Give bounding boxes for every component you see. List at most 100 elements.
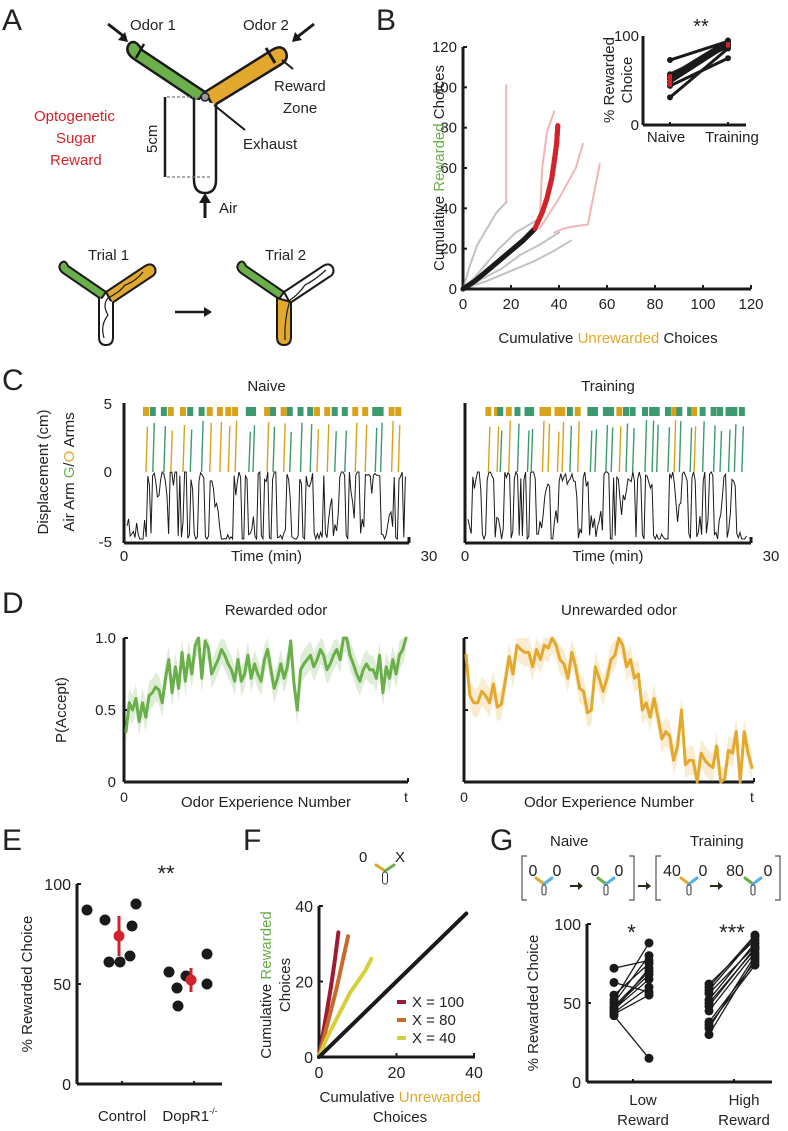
y-tick-label: 40 (295, 899, 313, 916)
f-x-axis-label-part: Unrewarded (399, 1089, 481, 1106)
y-tick-label: 80 (440, 120, 457, 137)
event-marker (395, 407, 402, 416)
pair-point (644, 951, 654, 961)
series-naive-mean-top (460, 226, 538, 292)
arm-excursion (200, 420, 204, 473)
event-marker (591, 407, 598, 416)
maze-value: 0 (699, 863, 708, 880)
arm-excursion (390, 421, 394, 473)
b-y-axis-label-part: Rewarded (431, 123, 448, 191)
arm-excursion (272, 426, 276, 473)
chart-title: Naive (247, 378, 285, 395)
significance-label: ** (693, 16, 709, 38)
trial-arrow-head (204, 307, 212, 317)
x-tick-label: 100 (690, 296, 715, 313)
arm-excursion (625, 423, 629, 473)
data-point (103, 956, 115, 968)
y-axis-label: Displacement (cm) (35, 409, 52, 534)
trial1-gold-arm (104, 263, 157, 305)
chart-c-naive: Naive Time (min) 0 30 5 0 -5 Displacement (cm) A… (35, 378, 437, 565)
pair-point (725, 55, 731, 62)
panel-label-b: B (376, 4, 396, 37)
arm-excursion (541, 420, 545, 473)
f-maze-icon (374, 863, 396, 885)
data-point (163, 966, 175, 978)
x-category-label: Naive (647, 129, 685, 146)
x-tick-label: 40 (551, 296, 568, 313)
panel-label-c: C (2, 364, 24, 397)
pair-point (704, 1030, 714, 1040)
mean-point (113, 930, 125, 942)
pair-line (708, 942, 756, 1001)
y-axis-sublabel-part: Arms (61, 412, 78, 450)
data-point (201, 948, 213, 960)
air-label: Air (219, 200, 237, 217)
arm-excursion (499, 430, 503, 473)
event-marker (725, 407, 732, 416)
arrowhead-icon (646, 882, 651, 890)
f-y-axis-label-part: Rewarded (258, 911, 275, 979)
bracket (775, 855, 781, 901)
pair-line (613, 986, 650, 1014)
event-marker (574, 407, 581, 416)
pair-point (644, 963, 654, 973)
chart-e: 0 50 100 ** Control DopR1-/- % Rewarded Choice (19, 861, 222, 1125)
x-tick-label: 80 (647, 296, 664, 313)
y-tick-label: 60 (440, 160, 457, 177)
pair-line (708, 947, 756, 1007)
trial1-fly-path (102, 271, 144, 339)
event-marker (671, 407, 678, 416)
event-marker (554, 407, 561, 416)
event-marker (250, 407, 257, 416)
f-icon-gold-arm (374, 863, 387, 873)
trial1-label: Trial 1 (88, 247, 129, 264)
pair-point (667, 94, 673, 101)
b-x-axis-label-part: Cumulative (498, 330, 577, 347)
pair-line (708, 958, 756, 1035)
b-x-axis-label-part: Unrewarded (578, 330, 660, 347)
arm-excursion (689, 427, 693, 473)
event-marker (587, 407, 594, 416)
event-marker (505, 407, 512, 416)
x-tick-label: t (404, 789, 408, 805)
panel-label-a: A (2, 4, 22, 37)
y-axis-label: % Rewarded Choice (19, 916, 36, 1053)
event-marker (539, 407, 546, 416)
arm-excursion (189, 429, 193, 473)
maze-left-arm (679, 876, 691, 886)
chart-b-inset: 100 0 ** Naive Training % Rewarded Choice (601, 16, 759, 146)
x-tick-label: 30 (763, 548, 780, 565)
maze-value: 0 (591, 863, 600, 880)
reward-zone-pointer (281, 59, 294, 70)
arm-excursion (266, 422, 270, 473)
arm-excursion (379, 422, 383, 473)
arm-excursion (576, 421, 580, 473)
maze-value: 0 (615, 863, 624, 880)
pair-point (704, 985, 714, 995)
pair-line (669, 41, 729, 80)
event-marker (372, 407, 379, 416)
y-tick-label: 100 (614, 28, 639, 45)
f-y-axis-label-2: Choices (277, 958, 294, 1012)
pair-line (613, 955, 650, 1004)
pair-line (613, 967, 650, 1012)
maze-right-arm (687, 876, 699, 886)
arm-excursion (561, 421, 565, 473)
trial2-maze (236, 260, 335, 347)
legend-swatch (397, 1018, 406, 1022)
y-tick-label: 0 (631, 117, 639, 134)
air-arm-trace (126, 470, 406, 541)
event-marker (286, 407, 293, 416)
series-naive-ind-4 (462, 239, 572, 290)
bracket (655, 855, 661, 901)
event-marker (699, 407, 706, 416)
arm-excursion (631, 428, 635, 473)
arm-excursion (354, 422, 358, 473)
arm-excursion (316, 429, 320, 473)
event-marker (485, 407, 492, 416)
arm-excursion (644, 420, 648, 473)
x-axis-label: Odor Experience Number (181, 794, 351, 811)
chart-d-unrewarded: Unrewarded odor Odor Experience Number 0 t (460, 602, 755, 811)
event-marker (545, 407, 552, 416)
arm-excursion (227, 425, 231, 473)
